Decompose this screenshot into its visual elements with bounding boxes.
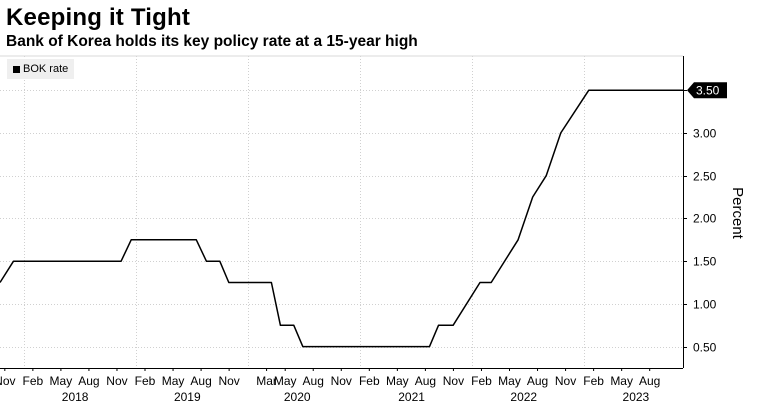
x-year-label: 2018 (62, 390, 89, 404)
x-year-label: 2019 (174, 390, 201, 404)
x-tick-label: Aug (190, 374, 211, 388)
x-tick-label: Nov (0, 374, 15, 388)
x-tick-label: Aug (303, 374, 324, 388)
y-tick-label: 0.50 (693, 341, 717, 355)
last-value-badge (687, 82, 727, 99)
x-tick-label: May (386, 374, 409, 388)
x-tick-label: Nov (443, 374, 464, 388)
legend-swatch (13, 65, 20, 73)
x-tick-label: Nov (555, 374, 576, 388)
x-tick-label: Nov (106, 374, 127, 388)
x-tick-label: Aug (415, 374, 436, 388)
chart-subtitle: Bank of Korea holds its key policy rate … (6, 33, 418, 50)
y-tick-label: 3.00 (693, 127, 717, 141)
y-tick-label: 1.50 (693, 255, 717, 269)
y-axis-label: Percent (729, 187, 746, 240)
y-tick-label: 1.00 (693, 298, 717, 312)
gridlines (0, 56, 683, 368)
last-value-label: 3.50 (696, 84, 720, 98)
legend: BOK rate (7, 59, 75, 79)
x-ticks: NovFebMayAugNovFebMayAugNovMarMayAugNovF… (0, 368, 660, 404)
series-line-bok-rate (0, 89, 683, 348)
x-tick-label: Feb (583, 374, 604, 388)
x-tick-label: Mar (256, 374, 277, 388)
x-year-label: 2023 (623, 390, 650, 404)
y-tick-label: 2.00 (693, 212, 717, 226)
x-tick-label: May (162, 374, 185, 388)
x-year-label: 2022 (510, 390, 537, 404)
x-year-label: 2021 (398, 390, 425, 404)
x-year-label: 2020 (284, 390, 311, 404)
x-tick-label: Aug (639, 374, 660, 388)
x-tick-label: Feb (471, 374, 492, 388)
x-tick-label: May (274, 374, 297, 388)
x-tick-label: Aug (527, 374, 548, 388)
x-tick-label: May (610, 374, 633, 388)
legend-label: BOK rate (23, 63, 69, 75)
x-tick-label: Aug (78, 374, 99, 388)
x-tick-label: Nov (331, 374, 352, 388)
x-tick-label: Nov (218, 374, 239, 388)
last-value-group: 3.50 (687, 82, 727, 99)
y-ticks: 0.50 1.00 1.50 2.00 2.50 3.00 (683, 90, 717, 355)
chart-title: Keeping it Tight (6, 4, 191, 31)
x-tick-label: Feb (359, 374, 380, 388)
y-tick-label: 2.50 (693, 170, 717, 184)
x-tick-label: May (498, 374, 521, 388)
x-tick-label: Feb (135, 374, 156, 388)
x-tick-label: May (50, 374, 73, 388)
x-tick-label: Feb (23, 374, 44, 388)
series-group (0, 89, 683, 348)
